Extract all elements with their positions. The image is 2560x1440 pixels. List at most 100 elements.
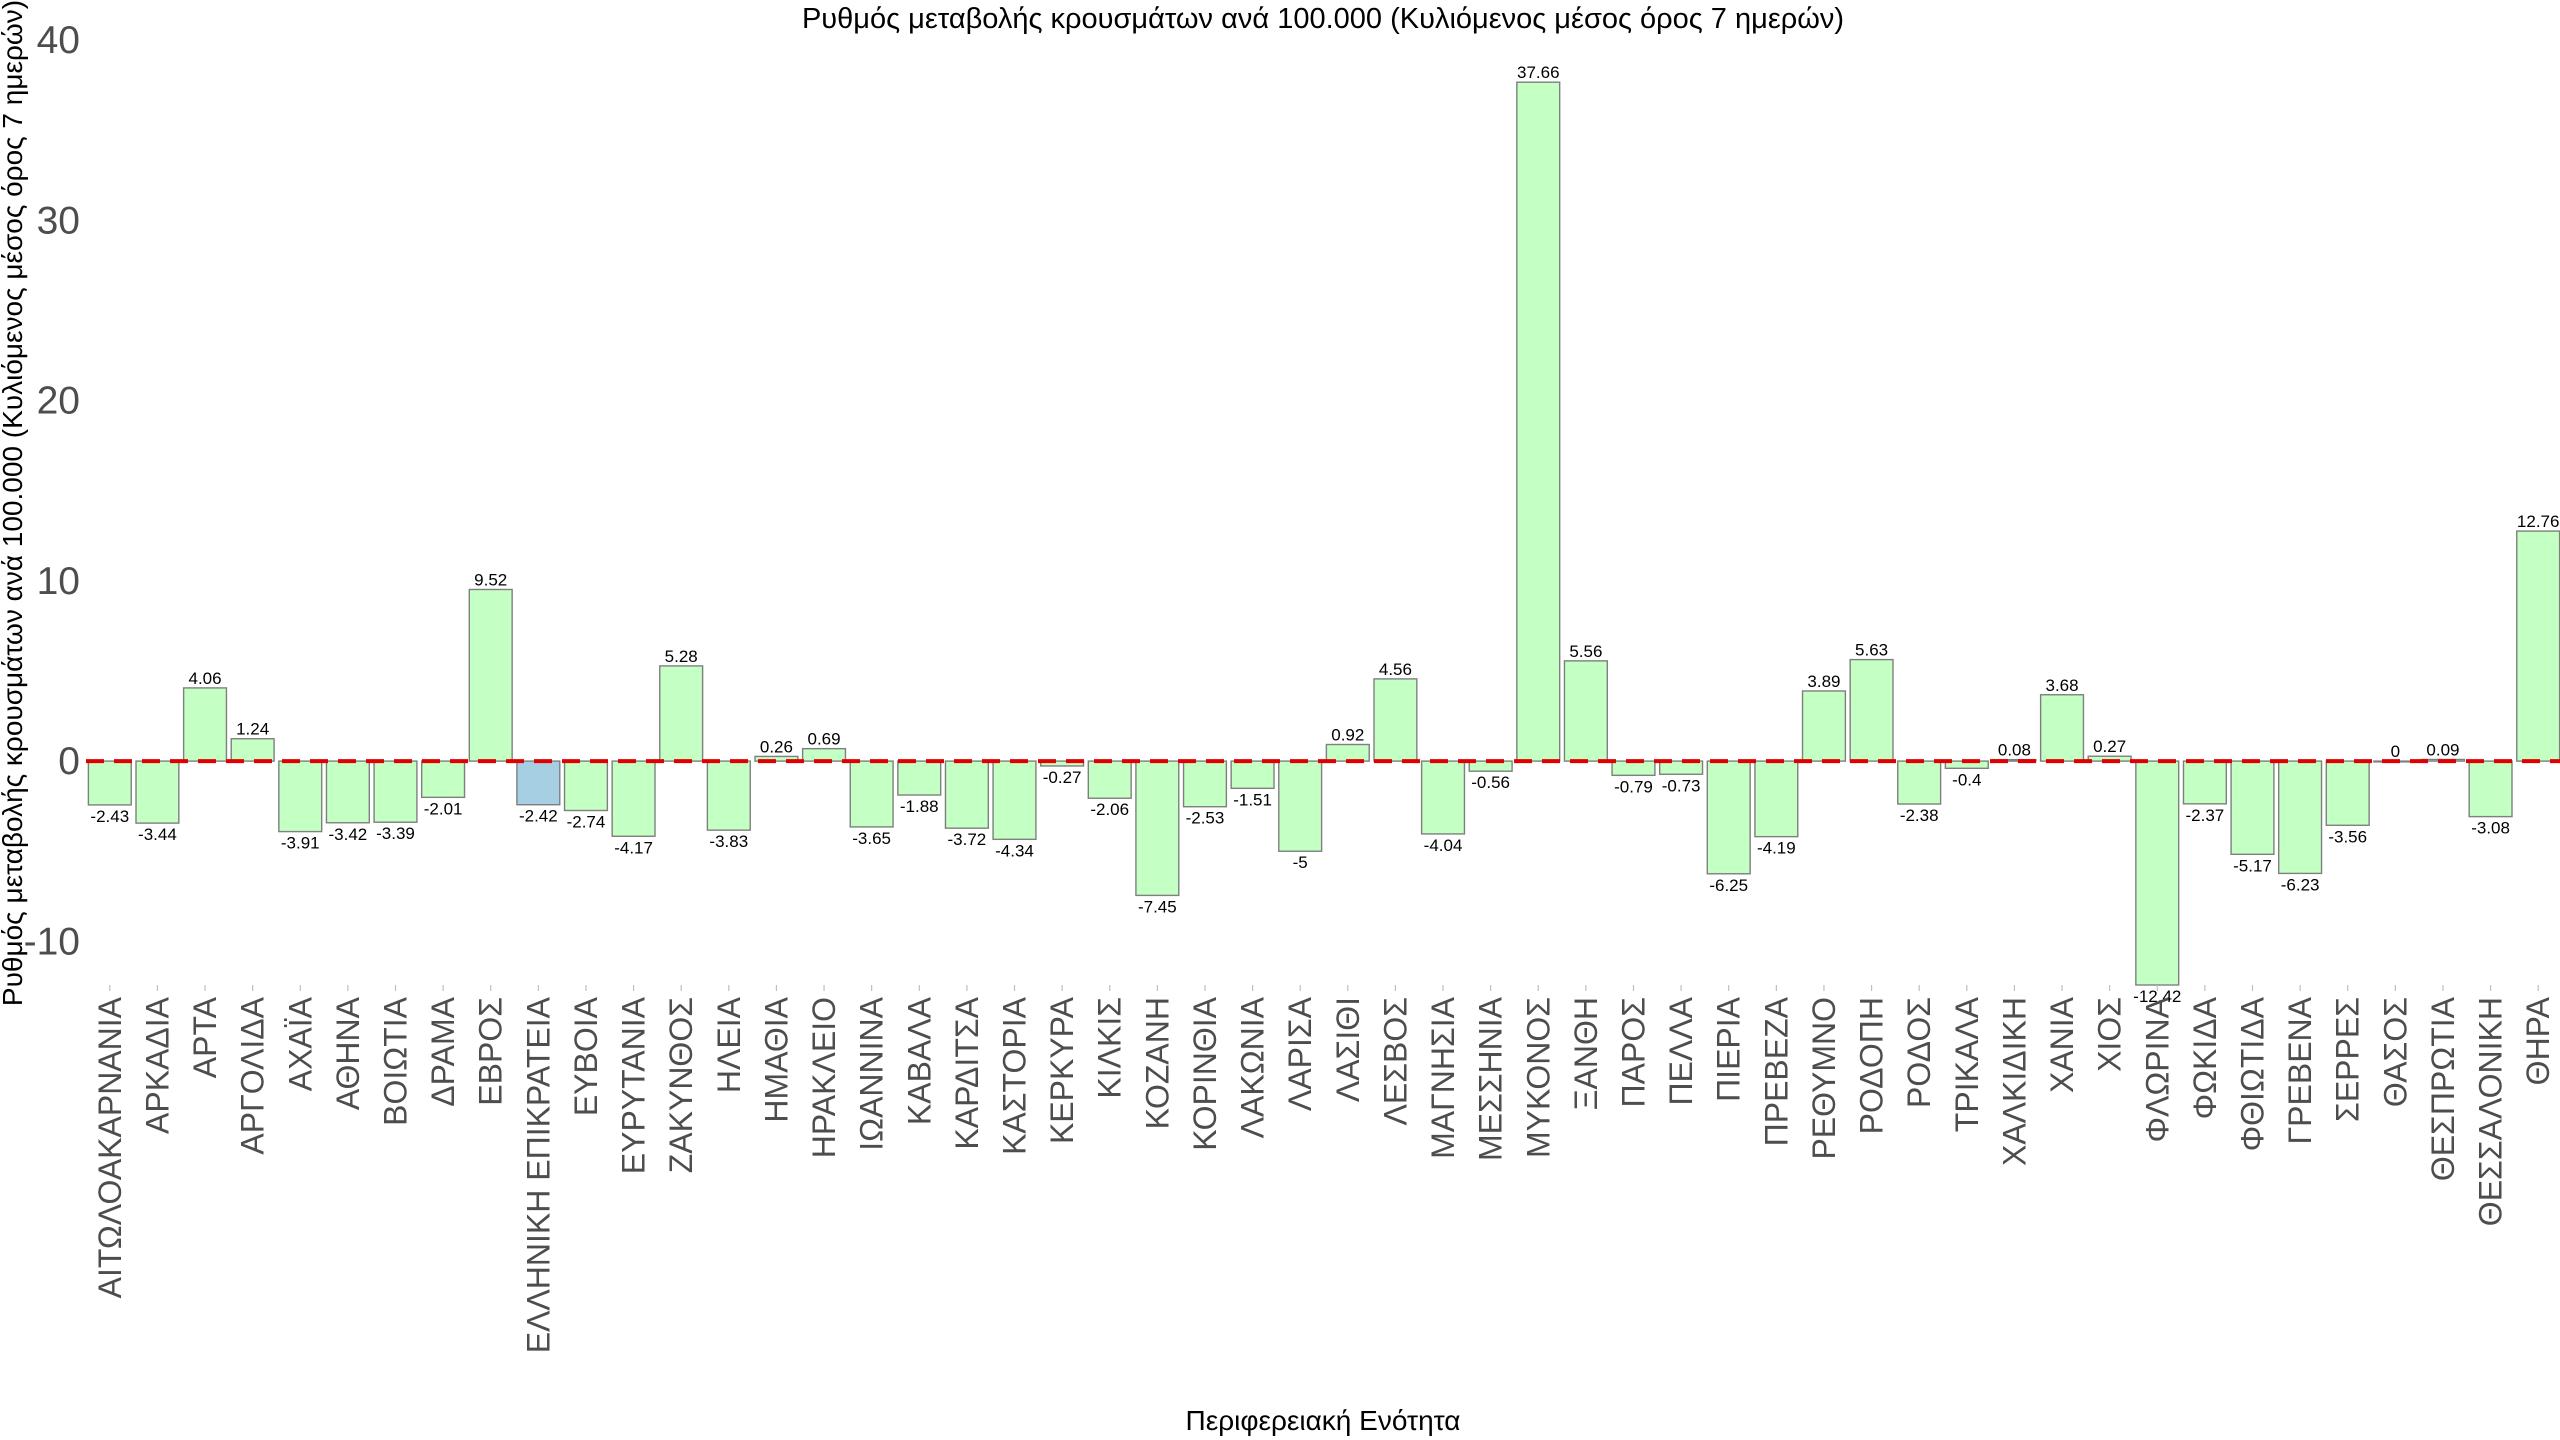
data-label: -3.08 — [2471, 819, 2510, 838]
bar — [420, 760, 466, 799]
data-label: 0.09 — [2426, 740, 2459, 759]
bar — [1278, 760, 1323, 852]
bar — [1897, 760, 1942, 805]
bar — [1039, 760, 1085, 767]
data-label: -2.43 — [90, 807, 129, 826]
x-tick-label: ΕΒΡΟΣ — [473, 997, 509, 1106]
data-label: -4.17 — [614, 838, 653, 857]
data-label: -0.73 — [1662, 776, 1701, 795]
x-tick-label: ΙΩΑΝΝΙΝΑ — [854, 996, 890, 1150]
data-label: 9.52 — [474, 570, 507, 589]
x-tick-label: ΦΘΙΩΤΙΔΑ — [2235, 996, 2271, 1151]
bar — [563, 760, 609, 812]
x-tick-label: ΚΑΒΑΛΑ — [901, 996, 937, 1125]
bar — [944, 760, 990, 829]
x-tick-label: ΣΕΡΡΕΣ — [2330, 997, 2366, 1122]
data-label: -5 — [1293, 853, 1308, 872]
data-label: -2.06 — [1090, 800, 1129, 819]
data-label: -4.19 — [1757, 839, 1796, 858]
bar — [1754, 760, 1799, 838]
x-tick-label: ΘΕΣΠΡΩΤΙΑ — [2425, 996, 2461, 1181]
x-tick-label: ΑΡΚΑΔΙΑ — [139, 996, 175, 1134]
data-label: -2.01 — [424, 799, 463, 818]
x-tick-label: ΘΕΣΣΑΛΟΝΙΚΗ — [2473, 997, 2509, 1226]
x-tick-label: ΚΟΖΑΝΗ — [1139, 997, 1175, 1129]
x-tick-label: ΠΡΕΒΕΖΑ — [1758, 996, 1794, 1146]
bar — [1325, 743, 1370, 762]
data-label: 37.66 — [1517, 63, 1560, 82]
x-tick-label: ΗΡΑΚΛΕΙΟ — [806, 997, 842, 1158]
data-label: -12.42 — [2133, 987, 2181, 1006]
data-label: -2.42 — [519, 807, 558, 826]
bar — [992, 760, 1037, 841]
bar — [516, 760, 561, 806]
x-tick-label: ΛΑΚΩΝΙΑ — [1235, 996, 1271, 1138]
bar — [849, 760, 894, 828]
x-tick-label: ΖΑΚΥΝΘΟΣ — [663, 997, 699, 1173]
bar — [1420, 760, 1466, 835]
data-label: -3.56 — [2328, 827, 2367, 846]
y-axis: -10 0 10 20 30 40 — [24, 19, 80, 963]
x-tick-label: ΚΑΣΤΟΡΙΑ — [997, 996, 1033, 1155]
bar — [373, 760, 418, 823]
x-tick-label: ΘΑΣΟΣ — [2377, 997, 2413, 1107]
x-tick-label: ΦΩΚΙΔΑ — [2187, 996, 2223, 1119]
data-label: -0.4 — [1952, 770, 1981, 789]
bar — [325, 760, 371, 824]
x-tick-label: ΜΥΚΟΝΟΣ — [1520, 997, 1556, 1158]
x-tick-label: ΞΑΝΘΗ — [1568, 997, 1604, 1110]
x-tick-label: ΡΟΔΟΣ — [1901, 997, 1937, 1108]
x-tick-label: ΑΙΤΩΛΟΑΚΑΡΝΑΝΙΑ — [92, 996, 128, 1298]
x-tick-label: ΗΛΕΙΑ — [711, 996, 747, 1093]
bar — [2516, 530, 2560, 762]
data-label: 5.56 — [1569, 642, 1602, 661]
data-label: -1.88 — [900, 797, 939, 816]
bar — [1135, 760, 1180, 897]
x-tick-label: ΘΗΡΑ — [2520, 996, 2556, 1085]
data-label: 3.89 — [1807, 672, 1840, 691]
data-label: 0.69 — [807, 730, 840, 749]
x-tick-label: ΡΟΔΟΠΗ — [1854, 997, 1890, 1134]
x-tick-label: ΑΘΗΝΑ — [330, 996, 366, 1110]
bar — [2230, 760, 2275, 855]
x-tick-label: ΔΡΑΜΑ — [425, 996, 461, 1106]
bar — [1706, 760, 1751, 875]
data-label: 0 — [2391, 742, 2400, 761]
data-label: 0.92 — [1331, 726, 1364, 745]
x-tick-label: ΗΜΑΘΙΑ — [758, 996, 794, 1122]
x-tick-label: ΜΑΓΝΗΣΙΑ — [1425, 996, 1461, 1159]
bar — [230, 738, 275, 762]
chart-title: Ρυθμός μεταβολής κρουσμάτων ανά 100.000 … — [802, 3, 1844, 35]
bar — [754, 755, 799, 762]
data-label: -4.04 — [1424, 836, 1463, 855]
bar — [2325, 760, 2370, 826]
bar — [2135, 760, 2180, 986]
x-tick-label: ΛΕΣΒΟΣ — [1377, 997, 1413, 1126]
data-label: -2.38 — [1900, 806, 1939, 825]
x-tick-label: ΚΙΛΚΙΣ — [1092, 997, 1128, 1099]
data-label: -2.53 — [1186, 809, 1225, 828]
data-label: -2.74 — [567, 812, 606, 831]
data-label: -3.44 — [138, 825, 177, 844]
data-label: 0.27 — [2093, 737, 2126, 756]
bar — [468, 588, 513, 762]
x-tick-label: ΕΥΡΥΤΑΝΙΑ — [616, 996, 652, 1174]
y-tick-label: 20 — [37, 380, 80, 423]
x-tick-label: ΑΡΤΑ — [187, 996, 223, 1078]
data-label: 3.68 — [2045, 676, 2078, 695]
y-axis-title: Ρυθμός μεταβολής κρουσμάτων ανά 100.000 … — [0, 0, 28, 1006]
data-label: -6.23 — [2281, 875, 2320, 894]
x-tick-label: ΚΟΡΙΝΘΙΑ — [1187, 996, 1223, 1150]
x-tick-label: ΛΑΡΙΣΑ — [1282, 996, 1318, 1111]
y-tick-label: 0 — [58, 740, 80, 783]
bar — [1801, 690, 1847, 762]
bar — [87, 760, 132, 806]
bar — [897, 760, 942, 796]
data-label: -2.37 — [2186, 806, 2225, 825]
y-tick-label: 40 — [37, 19, 80, 62]
bar — [611, 760, 656, 837]
data-label: 5.28 — [665, 647, 698, 666]
x-tick-label: ΧΙΟΣ — [2092, 997, 2128, 1072]
data-label: -3.42 — [329, 825, 368, 844]
